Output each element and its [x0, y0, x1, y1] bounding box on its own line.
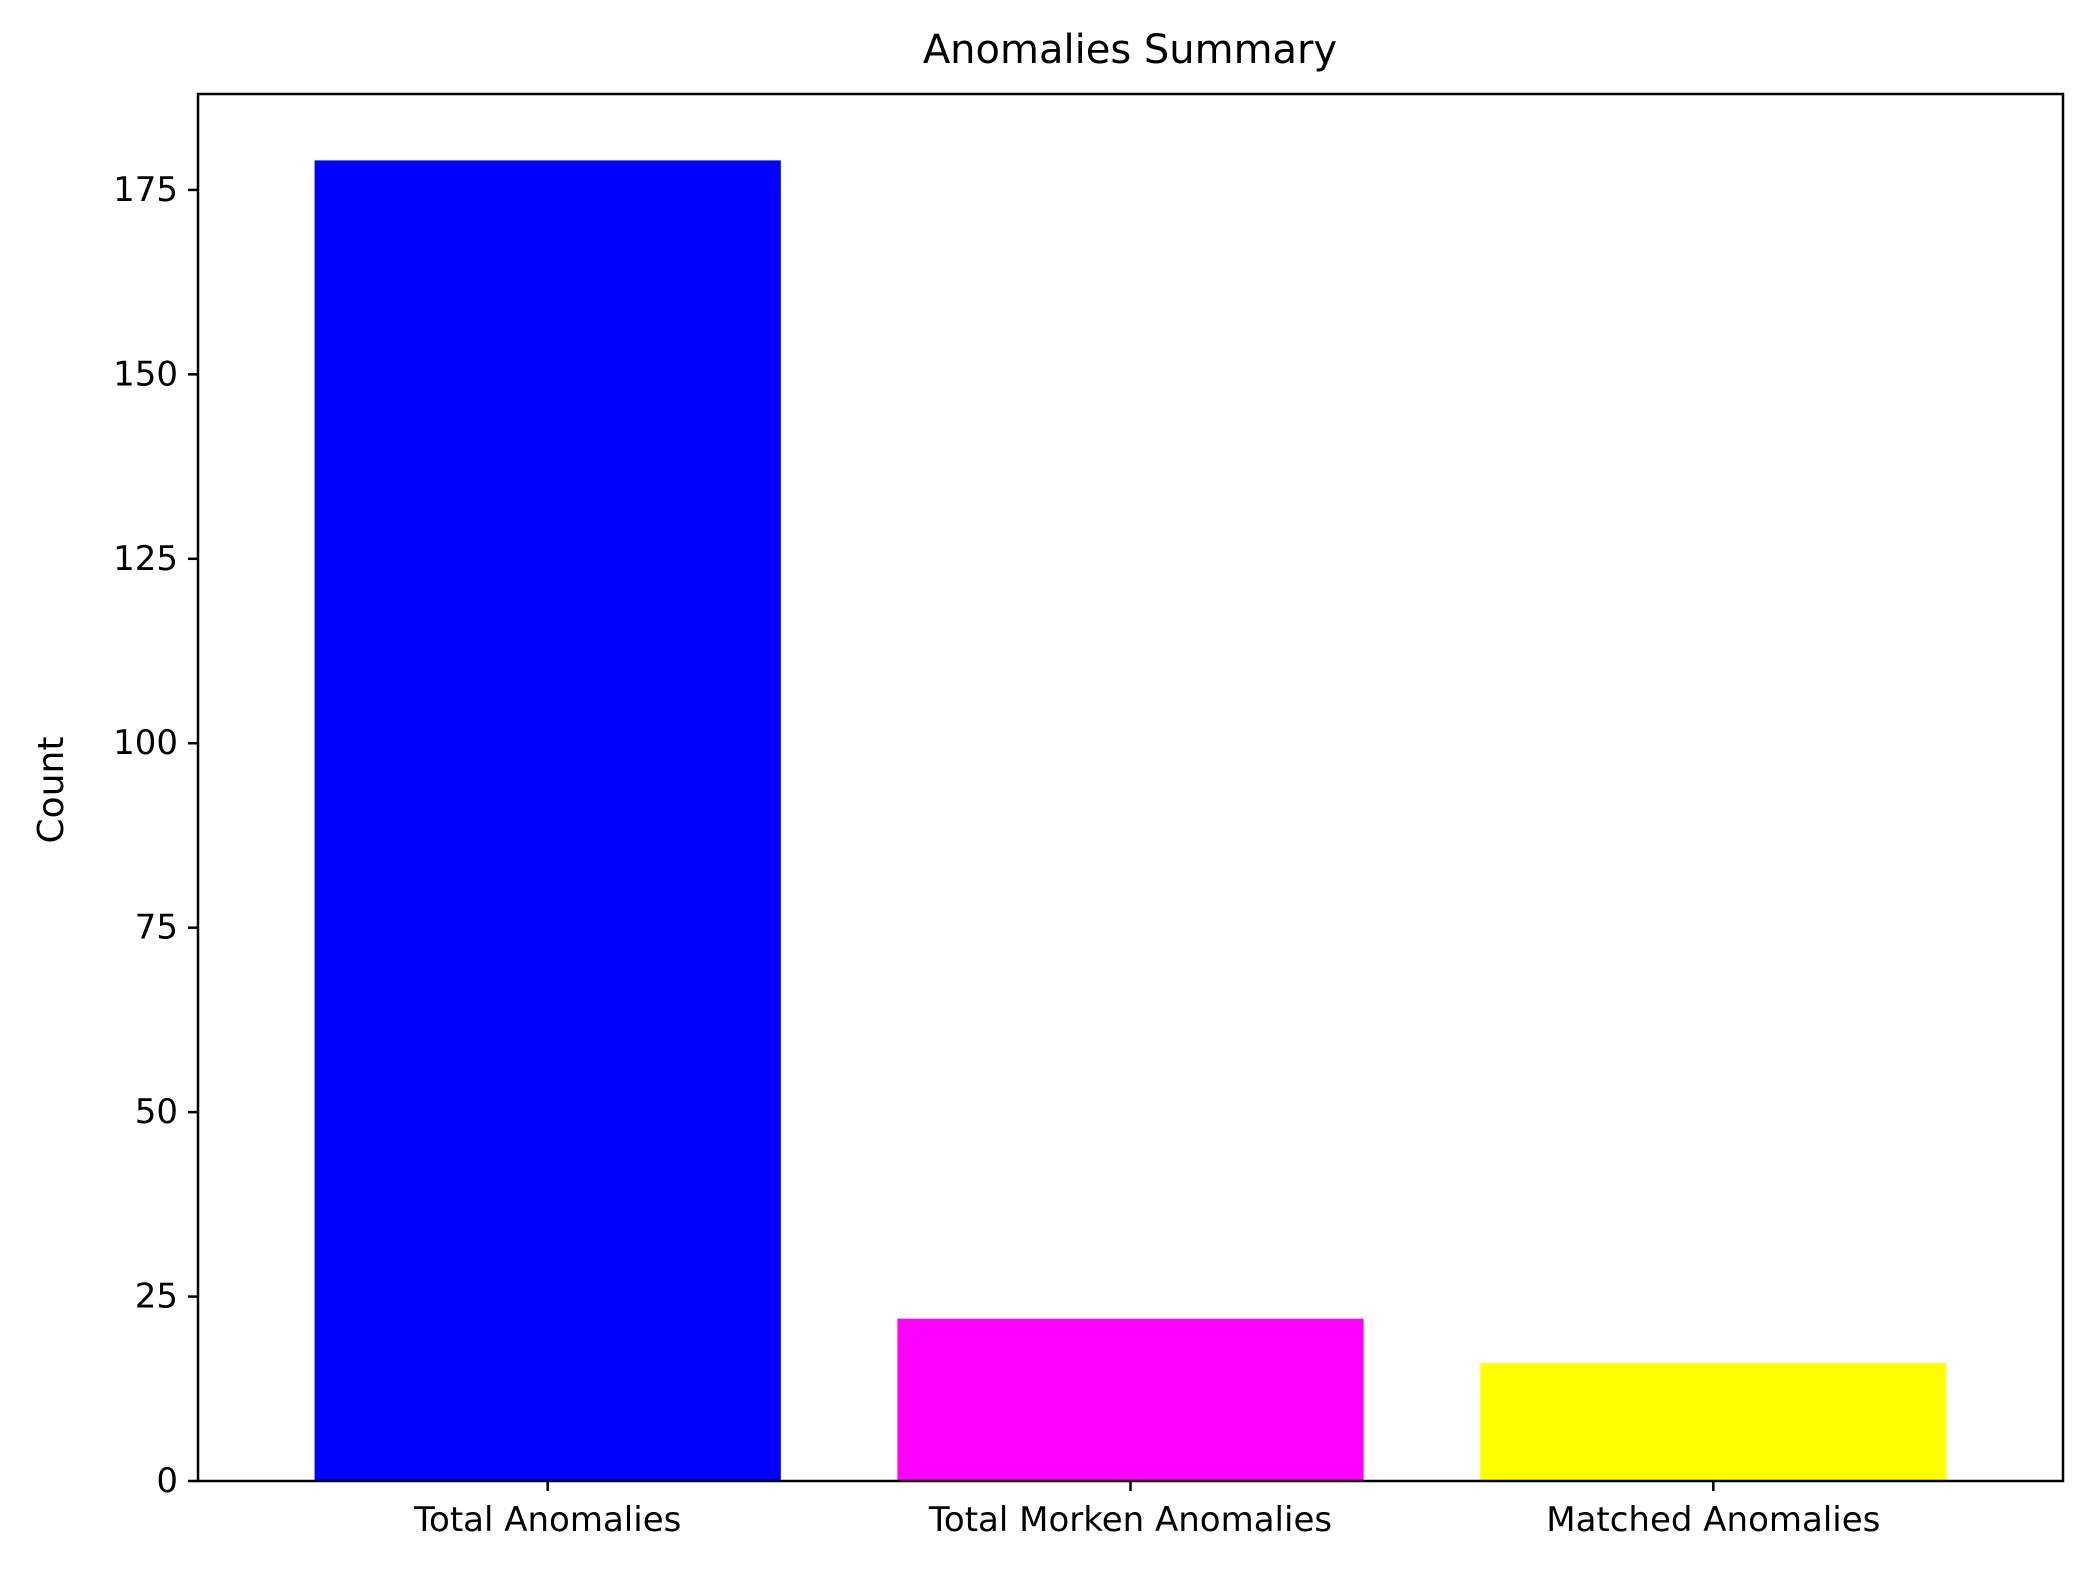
bar-matched-anomalies	[1480, 1362, 1947, 1481]
y-tick-label: 175	[113, 170, 178, 210]
plot-frame	[196, 92, 2065, 1483]
bars-group	[314, 160, 1947, 1482]
x-tick-label-total-morken-anomalies: Total Morken Anomalies	[928, 1500, 1332, 1540]
bar-total-morken-anomalies	[897, 1318, 1364, 1481]
y-tick-label: 100	[113, 723, 178, 763]
y-tick-label: 0	[156, 1461, 178, 1501]
y-tick-label: 125	[113, 539, 178, 579]
y-tick-label: 25	[135, 1277, 178, 1317]
x-axis-ticks: Total Anomalies Total Morken Anomalies Mat…	[413, 1481, 1880, 1540]
y-axis-ticks: 0 25 50 75 100 125 150 175	[113, 170, 198, 1501]
x-tick-label-total-anomalies: Total Anomalies	[413, 1500, 681, 1540]
y-tick-label: 50	[135, 1092, 178, 1132]
y-axis-label: Count	[31, 737, 72, 844]
x-tick-label-matched-anomalies: Matched Anomalies	[1546, 1500, 1880, 1540]
bar-total-anomalies	[314, 160, 781, 1482]
chart-title: Anomalies Summary	[923, 27, 1337, 73]
y-tick-label: 75	[135, 908, 178, 948]
y-tick-label: 150	[113, 354, 178, 394]
